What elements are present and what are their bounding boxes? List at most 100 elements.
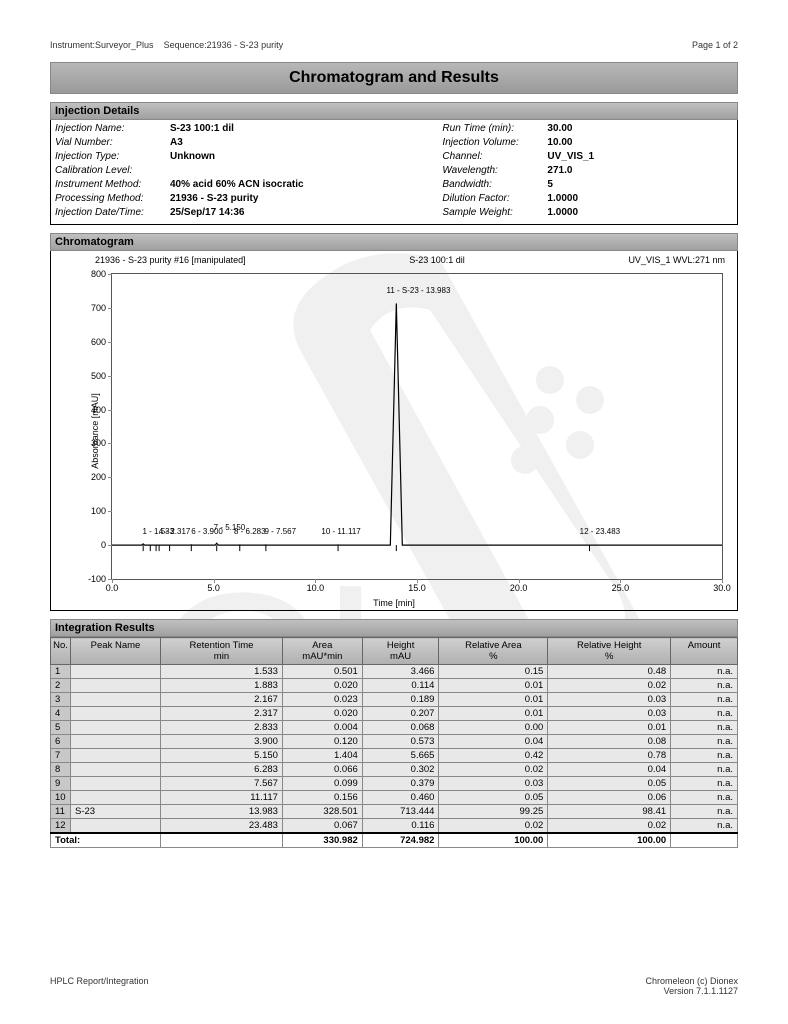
table-cell: 98.41 [548, 805, 671, 819]
table-cell: 0.00 [439, 721, 548, 735]
detail-label: Instrument Method: [55, 178, 170, 192]
peak-annotation: 8 - 6.283 [234, 527, 266, 536]
table-cell: 8 [51, 763, 71, 777]
table-cell: 0.501 [282, 665, 362, 679]
table-header: AreamAU*min [282, 638, 362, 665]
table-cell: 0.01 [548, 721, 671, 735]
table-cell: 0.08 [548, 735, 671, 749]
peak-annotation: 12 - 23.483 [580, 527, 620, 536]
table-cell [71, 693, 161, 707]
table-cell: 0.78 [548, 749, 671, 763]
table-cell: 713.444 [362, 805, 439, 819]
table-cell: 0.01 [439, 679, 548, 693]
table-cell: 1.883 [161, 679, 283, 693]
table-row: 1223.4830.0670.1160.020.02n.a. [51, 819, 738, 834]
table-row: 97.5670.0990.3790.030.05n.a. [51, 777, 738, 791]
instrument-label: Instrument: [50, 40, 95, 50]
detail-label: Processing Method: [55, 192, 170, 206]
detail-value: A3 [170, 136, 183, 150]
table-row: 63.9000.1200.5730.040.08n.a. [51, 735, 738, 749]
table-cell: 3.900 [161, 735, 283, 749]
page-number: Page 1 of 2 [692, 40, 738, 50]
table-cell: 0.099 [282, 777, 362, 791]
detail-value: 5 [547, 178, 553, 192]
detail-label: Bandwidth: [442, 178, 547, 192]
peak-annotation: 9 - 7.567 [265, 527, 297, 536]
table-cell: 1.404 [282, 749, 362, 763]
table-cell: 0.04 [439, 735, 548, 749]
table-cell [71, 721, 161, 735]
table-cell: 0.05 [439, 791, 548, 805]
table-header: Retention Timemin [161, 638, 283, 665]
injection-details-box: Injection Name:S-23 100:1 dilVial Number… [50, 120, 738, 225]
table-cell: 328.501 [282, 805, 362, 819]
detail-label: Calibration Level: [55, 164, 170, 178]
table-cell: 3 [51, 693, 71, 707]
table-cell [71, 679, 161, 693]
table-cell: 0.15 [439, 665, 548, 679]
table-cell: 0.189 [362, 693, 439, 707]
table-cell: 0.42 [439, 749, 548, 763]
results-table: No.Peak NameRetention TimeminAreamAU*min… [50, 637, 738, 848]
table-row: 52.8330.0040.0680.000.01n.a. [51, 721, 738, 735]
table-cell [71, 819, 161, 834]
table-cell: S-23 [71, 805, 161, 819]
table-cell: n.a. [671, 763, 738, 777]
table-cell: 0.067 [282, 819, 362, 834]
detail-label: Injection Type: [55, 150, 170, 164]
detail-value: UV_VIS_1 [547, 150, 594, 164]
table-cell: 0.02 [548, 679, 671, 693]
table-cell: n.a. [671, 749, 738, 763]
table-cell [71, 665, 161, 679]
table-row: 86.2830.0660.3020.020.04n.a. [51, 763, 738, 777]
table-cell: 0.156 [282, 791, 362, 805]
table-cell: n.a. [671, 819, 738, 834]
peak-annotation: 4 - 2.317 [159, 527, 191, 536]
table-row: 42.3170.0200.2070.010.03n.a. [51, 707, 738, 721]
peak-annotation: 10 - 11.117 [321, 527, 360, 536]
table-cell: 0.05 [548, 777, 671, 791]
chart-series-label: 21936 - S-23 purity #16 [manipulated] [95, 255, 246, 265]
detail-label: Injection Date/Time: [55, 206, 170, 220]
table-row: 75.1501.4045.6650.420.78n.a. [51, 749, 738, 763]
table-cell: 0.207 [362, 707, 439, 721]
table-cell: 0.06 [548, 791, 671, 805]
section-injection-details: Injection Details [50, 102, 738, 120]
table-cell: 0.114 [362, 679, 439, 693]
table-cell: 6.283 [161, 763, 283, 777]
table-cell: 0.068 [362, 721, 439, 735]
table-cell [71, 763, 161, 777]
table-cell: 0.02 [548, 819, 671, 834]
table-cell: 2.167 [161, 693, 283, 707]
table-cell: 5.150 [161, 749, 283, 763]
table-row: 21.8830.0200.1140.010.02n.a. [51, 679, 738, 693]
table-cell: 2.317 [161, 707, 283, 721]
table-cell: 0.01 [439, 693, 548, 707]
detail-value: Unknown [170, 150, 215, 164]
chart-right-label: UV_VIS_1 WVL:271 nm [628, 255, 725, 265]
table-cell: 0.573 [362, 735, 439, 749]
table-cell: 6 [51, 735, 71, 749]
chromatogram-chart: 21936 - S-23 purity #16 [manipulated] S-… [50, 251, 738, 611]
detail-label: Wavelength: [442, 164, 547, 178]
table-cell: 9 [51, 777, 71, 791]
table-header: Amount [671, 638, 738, 665]
section-integration-results: Integration Results [50, 619, 738, 637]
table-header: Relative Height% [548, 638, 671, 665]
table-cell: 0.02 [439, 763, 548, 777]
table-cell: 99.25 [439, 805, 548, 819]
detail-value: 1.0000 [547, 192, 578, 206]
table-row: 11S-2313.983328.501713.44499.2598.41n.a. [51, 805, 738, 819]
table-header: Relative Area% [439, 638, 548, 665]
table-header: HeightmAU [362, 638, 439, 665]
table-cell: 0.004 [282, 721, 362, 735]
table-cell: 3.466 [362, 665, 439, 679]
table-cell: 5 [51, 721, 71, 735]
table-cell: 11.117 [161, 791, 283, 805]
table-cell: n.a. [671, 665, 738, 679]
detail-label: Injection Name: [55, 122, 170, 136]
table-cell: 5.665 [362, 749, 439, 763]
table-cell: 0.48 [548, 665, 671, 679]
table-cell: n.a. [671, 805, 738, 819]
table-cell: 0.03 [439, 777, 548, 791]
